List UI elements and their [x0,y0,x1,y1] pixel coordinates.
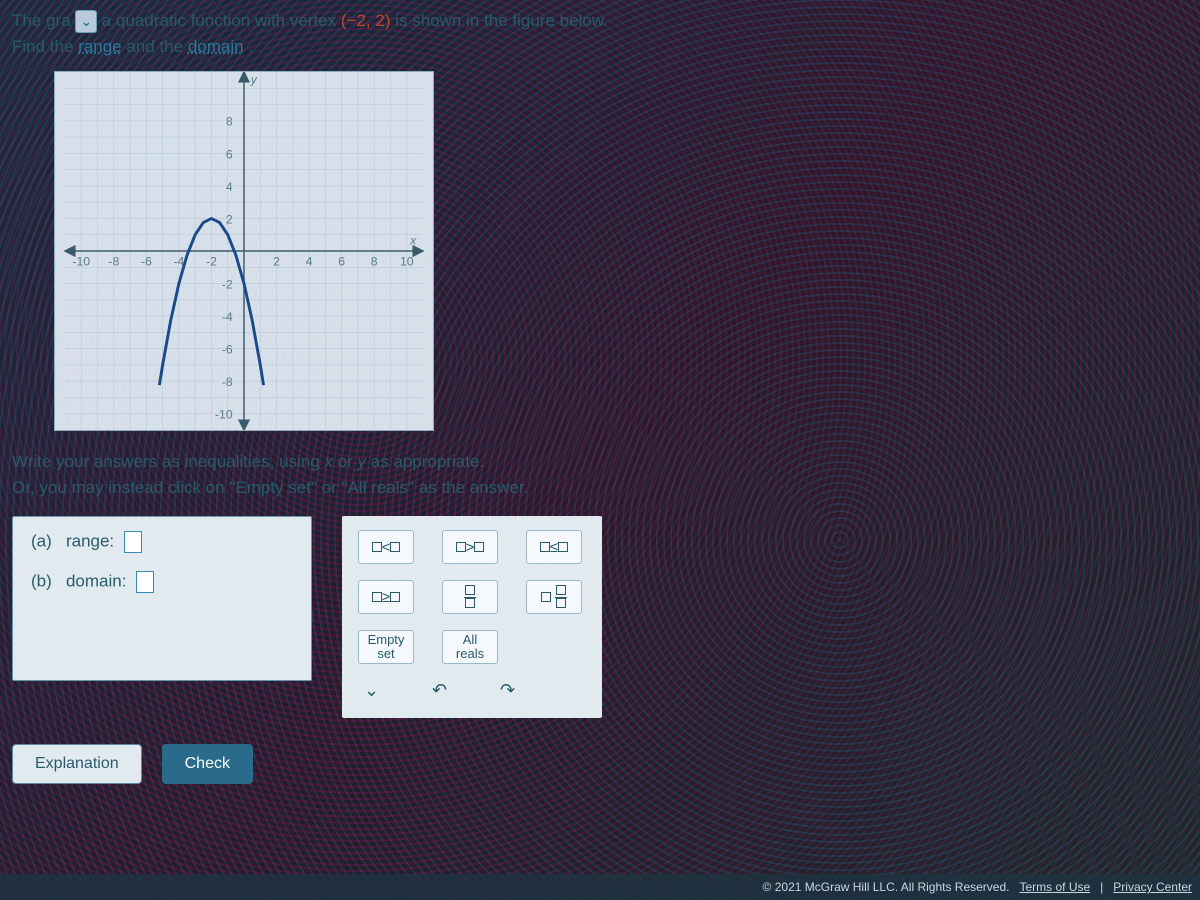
empty-set-button[interactable]: Emptyset [358,630,414,664]
graph-svg: -10 -8 -6 -4 -2 2 4 6 8 10 2 4 6 8 -2 -4 -6 -8 -10… [55,72,433,430]
graph-container: -10 -8 -6 -4 -2 2 4 6 8 10 2 4 6 8 -2 -4 -6 -8 -10… [54,71,434,431]
fraction-button[interactable] [442,580,498,614]
domain-input[interactable] [136,571,154,593]
inline-dropdown[interactable]: ⌄ [75,10,97,33]
less-equal-button[interactable]: ≤ [526,530,582,564]
greater-than-button[interactable]: > [442,530,498,564]
svg-text:-6: -6 [222,343,233,357]
part-b-label: (b) [31,571,52,590]
privacy-link[interactable]: Privacy Center [1113,880,1192,894]
answer-box: (a) range: (b) domain: [12,516,312,681]
link-domain[interactable]: domain [188,37,244,56]
svg-text:4: 4 [226,180,233,194]
problem-statement: The gra ⌄ a quadratic function with vert… [12,8,1188,59]
y-axis-label: y [250,72,258,86]
text-line2a: Find the [12,37,78,56]
collapse-icon[interactable]: ⌄ [364,680,392,704]
problem-panel: The gra ⌄ a quadratic function with vert… [0,0,1200,792]
copyright-text: © 2021 McGraw Hill LLC. All Rights Reser… [763,880,1010,894]
range-label: range: [66,531,114,550]
svg-text:-2: -2 [222,277,233,291]
svg-text:-8: -8 [108,255,119,269]
text-mid: a quadratic function with vertex [102,11,341,30]
svg-text:4: 4 [306,255,313,269]
svg-text:-4: -4 [173,255,184,269]
svg-text:6: 6 [338,255,345,269]
svg-text:6: 6 [226,147,233,161]
text-suffix: is shown in the figure below. [395,11,608,30]
undo-icon[interactable]: ↶ [432,680,460,704]
svg-text:-10: -10 [215,408,233,422]
terms-link[interactable]: Terms of Use [1019,880,1090,894]
svg-text:-4: -4 [222,310,233,324]
x-axis-label: x [409,233,417,247]
mixed-fraction-button[interactable] [526,580,582,614]
explanation-button[interactable]: Explanation [12,744,142,784]
range-input[interactable] [124,531,142,553]
all-reals-button[interactable]: Allreals [442,630,498,664]
text-line2b: and the [126,37,187,56]
svg-text:2: 2 [273,255,280,269]
svg-text:-6: -6 [141,255,152,269]
vertex-value: (−2, 2) [341,11,391,30]
text-prefix: The gra [12,11,71,30]
chevron-down-icon: ⌄ [80,13,92,29]
less-than-button[interactable]: < [358,530,414,564]
instructions: Write your answers as inequalities, usin… [12,449,1188,500]
redo-icon[interactable]: ↷ [500,680,528,704]
domain-label: domain: [66,571,126,590]
part-a-label: (a) [31,531,52,550]
svg-text:-8: -8 [222,375,233,389]
symbol-palette: < > ≤ ≥ Emptyset Allreals ⌄ ↶ ↷ [342,516,602,718]
text-line2c: . [248,37,253,56]
svg-text:-2: -2 [206,255,217,269]
svg-text:10: 10 [400,255,414,269]
link-range[interactable]: range [78,37,121,56]
svg-text:8: 8 [226,115,233,129]
svg-text:2: 2 [226,212,233,226]
svg-text:-10: -10 [72,255,90,269]
greater-equal-button[interactable]: ≥ [358,580,414,614]
link-inequalities[interactable]: inequalities [185,452,270,471]
svg-text:8: 8 [371,255,378,269]
check-button[interactable]: Check [162,744,253,784]
footer-bar: © 2021 McGraw Hill LLC. All Rights Reser… [0,874,1200,900]
